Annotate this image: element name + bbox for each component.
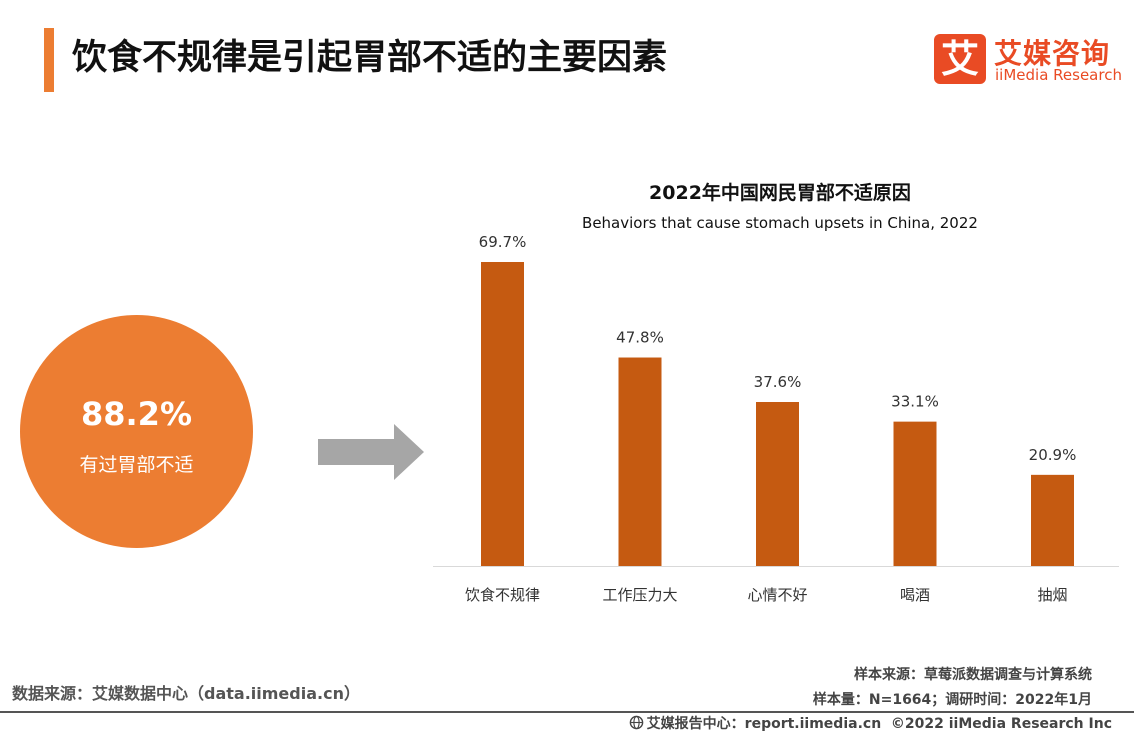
x-tick-label: 心情不好 <box>747 586 807 604</box>
x-tick-label: 喝酒 <box>900 586 930 604</box>
copyright-text: ©2022 iiMedia Research Inc <box>890 716 1112 732</box>
globe-icon <box>629 715 643 730</box>
sample-source: 样本来源：草莓派数据调查与计算系统 <box>854 667 1092 683</box>
bar <box>893 421 937 566</box>
bar-value-label: 33.1% <box>891 393 939 411</box>
data-source: 数据来源：艾媒数据中心（data.iimedia.cn） <box>12 684 360 703</box>
bar-value-label: 69.7% <box>479 233 527 251</box>
iimedia-logo: 艾 艾媒咨询 iiMedia Research <box>934 34 1124 86</box>
logo-mark-icon: 艾 <box>934 34 986 84</box>
bar <box>756 402 799 566</box>
footer-bottom-line: 艾媒报告中心：report.iimedia.cn ©2022 iiMedia R… <box>629 713 1112 733</box>
chart-title: 2022年中国网民胃部不适原因 <box>649 182 911 204</box>
chart-subtitle: Behaviors that cause stomach upsets in C… <box>582 214 978 232</box>
logo-english-name: iiMedia Research <box>995 66 1122 84</box>
title-accent-bar <box>44 28 54 92</box>
highlight-value: 88.2% <box>80 395 192 433</box>
bar-value-label: 20.9% <box>1029 446 1077 464</box>
bar <box>481 262 524 566</box>
report-center-link[interactable]: 艾媒报告中心：report.iimedia.cn <box>646 716 882 732</box>
bar <box>618 357 662 566</box>
sample-size: 样本量：N=1664；调研时间：2022年1月 <box>812 692 1092 708</box>
logo-chinese-name: 艾媒咨询 <box>994 37 1111 70</box>
x-tick-label: 抽烟 <box>1037 586 1067 604</box>
footer-divider <box>0 711 1134 713</box>
bar <box>1031 474 1074 566</box>
x-tick-label: 工作压力大 <box>602 586 677 604</box>
bar-value-label: 47.8% <box>616 329 664 347</box>
page-title: 饮食不规律是引起胃部不适的主要因素 <box>72 38 668 78</box>
highlight-circle: 88.2% 有过胃部不适 <box>20 315 253 548</box>
highlight-label: 有过胃部不适 <box>79 454 194 476</box>
bar-value-label: 37.6% <box>754 373 802 391</box>
x-tick-label: 饮食不规律 <box>465 586 540 604</box>
right-arrow-icon <box>318 424 424 480</box>
